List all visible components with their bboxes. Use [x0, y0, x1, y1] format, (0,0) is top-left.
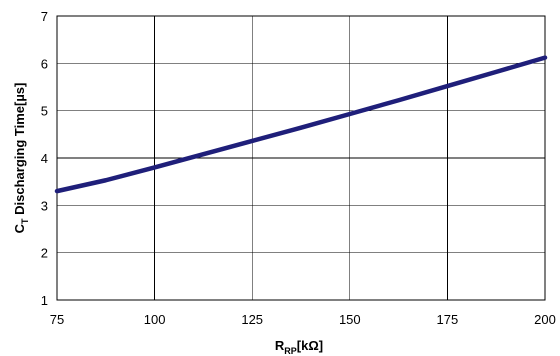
y-tick-label-3: 3 — [41, 198, 48, 213]
x-tick-label-175: 175 — [437, 312, 459, 327]
x-tick-label-150: 150 — [339, 312, 361, 327]
y-axis-title-main: C — [12, 223, 27, 233]
y-tick-label-1: 1 — [41, 293, 48, 308]
y-axis-title: CT Discharging Time[µs] — [12, 83, 30, 234]
y-tick-label-6: 6 — [41, 56, 48, 71]
series-line-0 — [54, 55, 548, 194]
x-axis-title-main: R — [275, 338, 285, 353]
y-axis-title-subscript: T — [20, 218, 30, 224]
x-tick-label-125: 125 — [241, 312, 263, 327]
x-axis-title: RRP[kΩ] — [275, 338, 323, 356]
y-tick-label-5: 5 — [41, 104, 48, 119]
plot-area-frame — [56, 15, 546, 301]
x-axis-title-subscript: RP — [284, 346, 297, 356]
x-tick-label-100: 100 — [144, 312, 166, 327]
x-tick-label-200: 200 — [534, 312, 556, 327]
x-tick-label-75: 75 — [50, 312, 64, 327]
tick-labels: 75 100 125 150 175 200 1 2 3 4 5 6 7 — [41, 9, 556, 327]
y-tick-label-7: 7 — [41, 9, 48, 24]
x-axis-title-unit: [kΩ] — [297, 338, 323, 353]
grid-lines — [56, 15, 546, 301]
y-tick-label-2: 2 — [41, 246, 48, 261]
series-layer — [54, 55, 548, 194]
y-tick-label-4: 4 — [41, 151, 48, 166]
y-axis-title-rest: Discharging Time[µs] — [12, 83, 27, 219]
